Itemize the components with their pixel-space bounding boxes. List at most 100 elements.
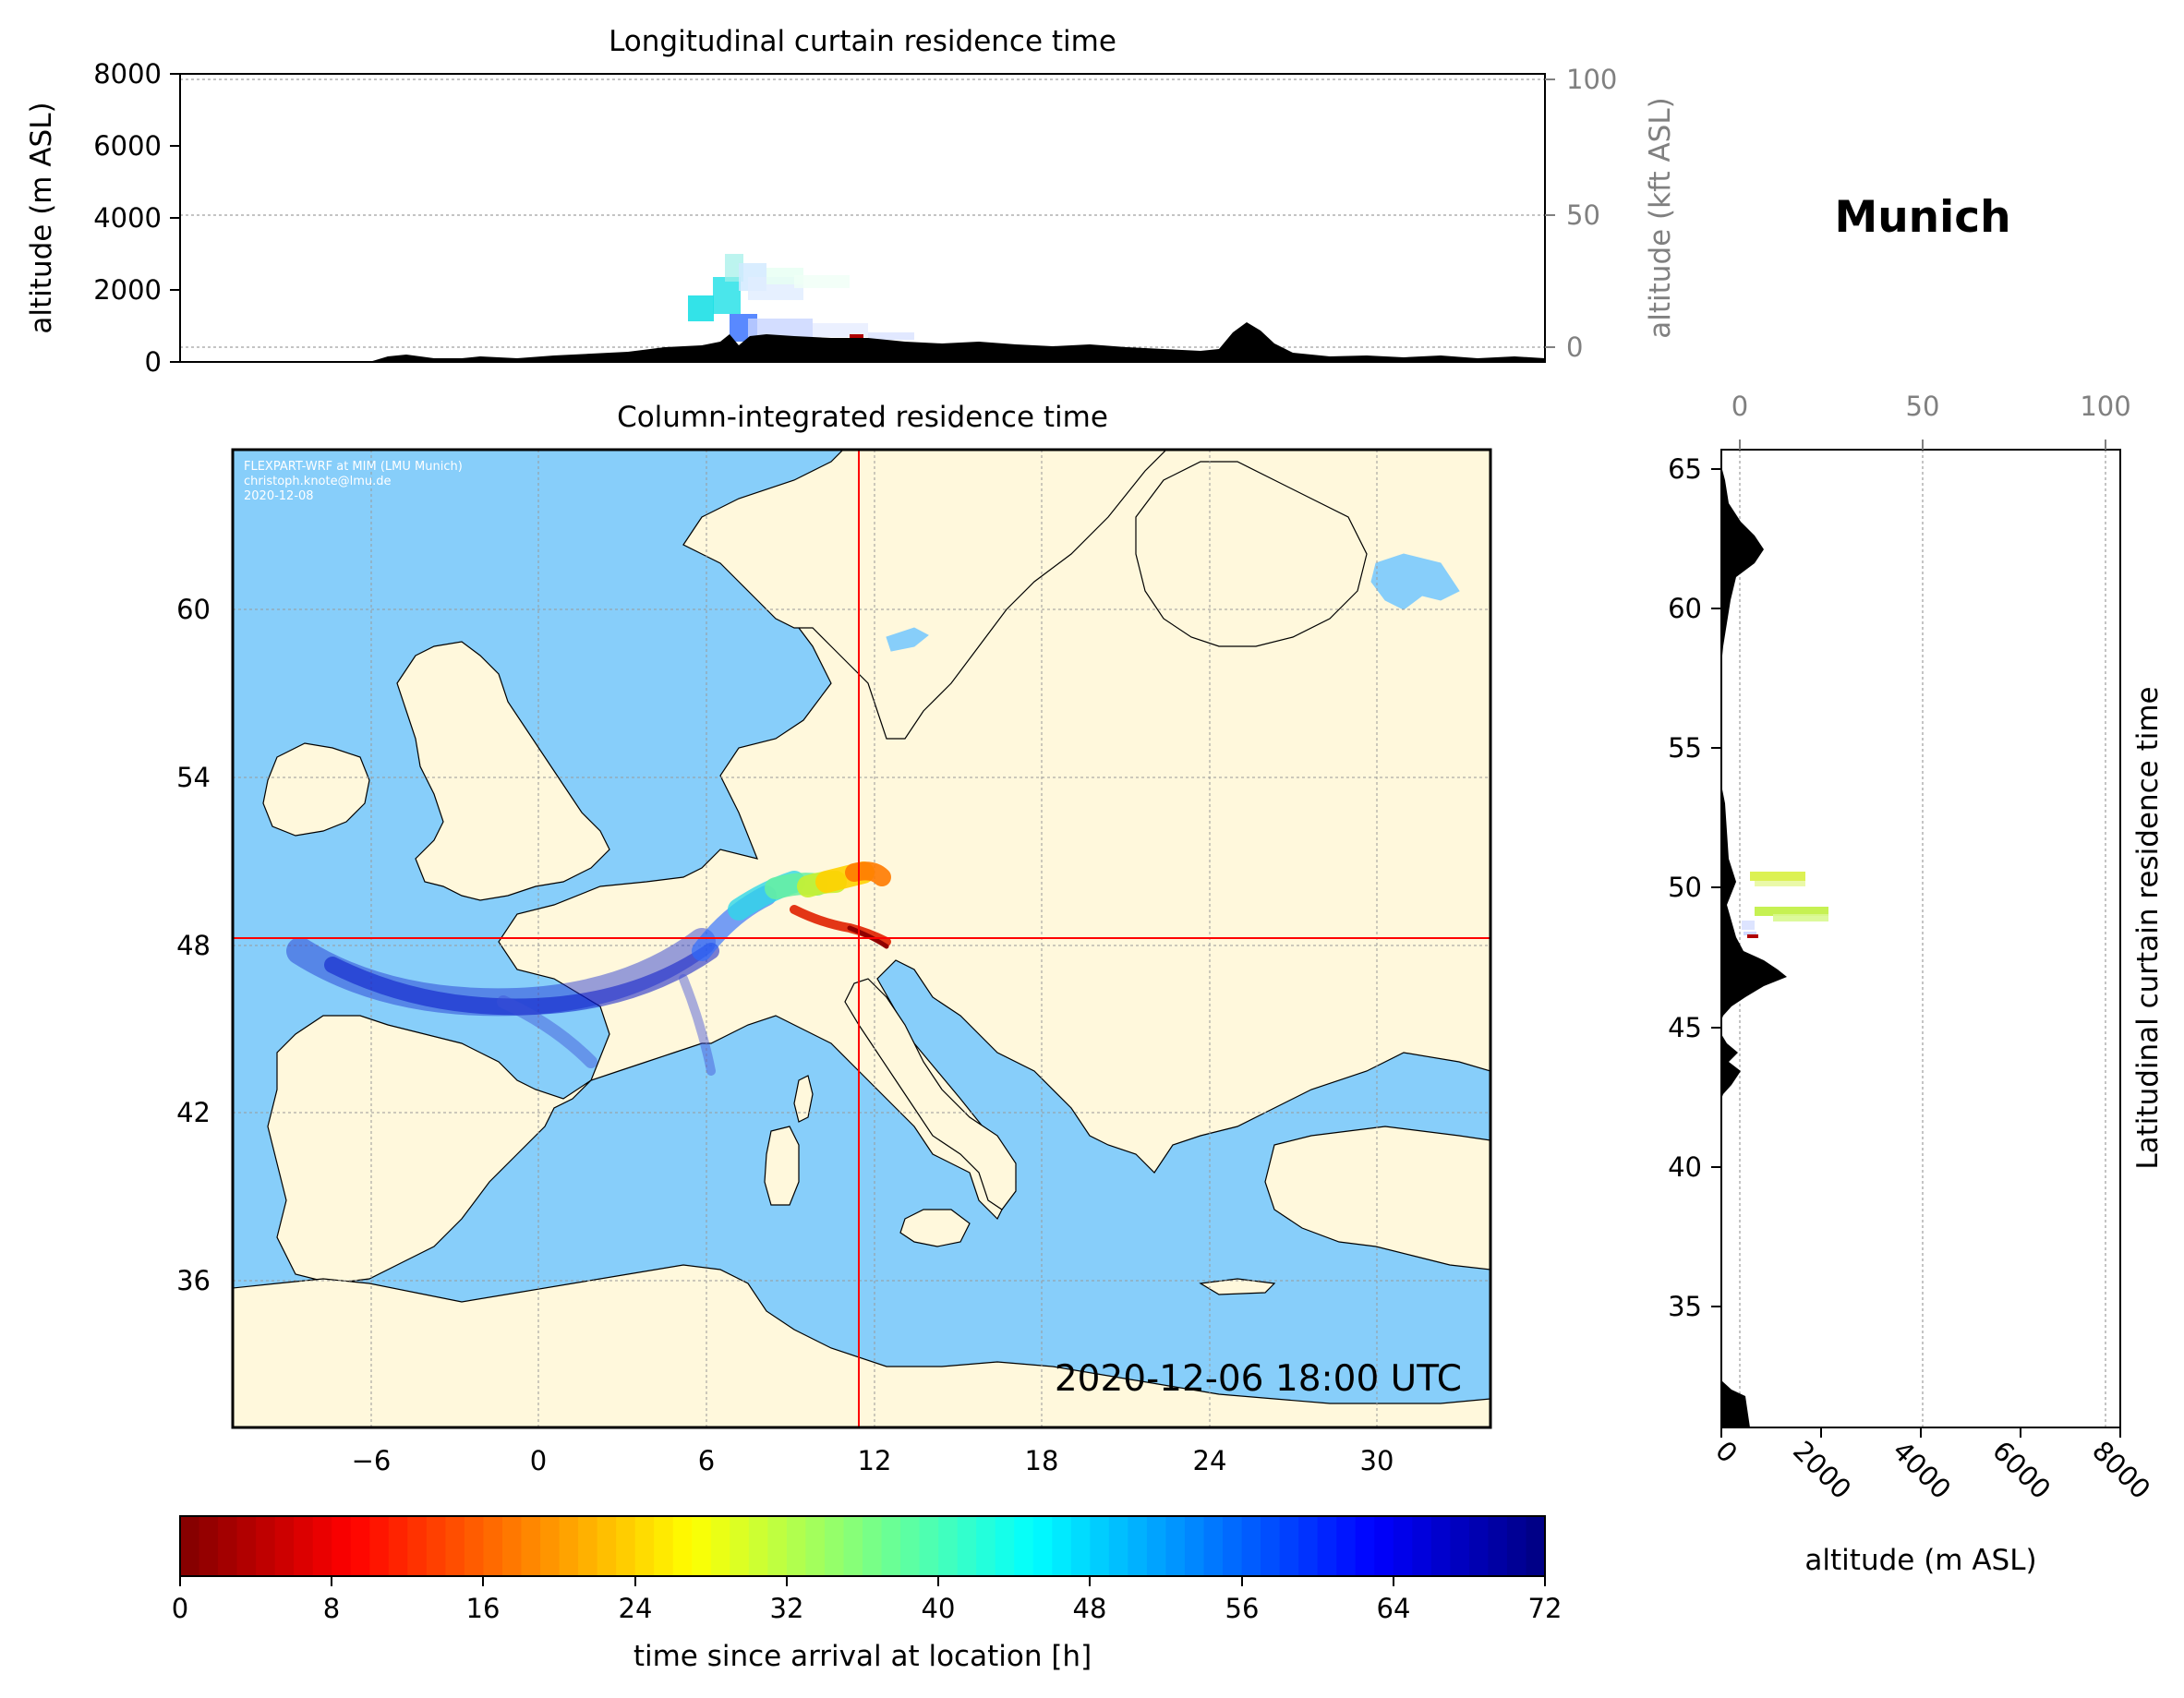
colorbar-segment [1506,1516,1527,1576]
side-yaxis: 35 40 45 50 55 60 65 Latitudinal curtain… [1668,453,2165,1322]
side-xtick-0: 0 [1709,1435,1744,1469]
colorbar-label: time since arrival at location [h] [633,1640,1092,1673]
side-plume [1742,872,1828,938]
colorbar-segment [350,1516,370,1576]
side-ytick-60: 60 [1668,593,1702,624]
colorbar-segment [1052,1516,1072,1576]
colorbar-segment [294,1516,314,1576]
map-panel-title: Column-integrated residence time [617,401,1108,434]
top-right-ytick-50: 50 [1566,199,1600,231]
map-panel: Column-integrated residence time [176,401,1492,1476]
cb-tick-48: 48 [1073,1593,1107,1624]
residence-time-plume [286,861,891,1076]
top-panel-frame [179,73,1546,363]
colorbar-segment [388,1516,408,1576]
colorbar-segment [1412,1516,1432,1576]
colorbar-segment [407,1516,428,1576]
colorbar-segment [1128,1516,1148,1576]
colorbar-segment [1165,1516,1186,1576]
lake-vanern [886,627,929,652]
side-xtick-6000: 6000 [1986,1435,2057,1505]
top-ylabel-right: altitude (kft ASL) [1644,97,1677,338]
map-ytick-48: 48 [176,930,211,961]
cb-tick-56: 56 [1225,1593,1260,1624]
side-top-xtick-50: 50 [1906,391,1940,422]
colorbar-segment [616,1516,636,1576]
cb-tick-72: 72 [1528,1593,1563,1624]
side-xtick-8000: 8000 [2086,1435,2156,1505]
colorbar-segment [1526,1516,1546,1576]
map-frame [231,448,1492,1429]
top-right-ytick-0: 0 [1566,331,1583,363]
map-timestamp: 2020-12-06 18:00 UTC [1055,1358,1462,1400]
colorbar-segment [312,1516,332,1576]
land-sardinia [764,1126,800,1206]
map-ytick-36: 36 [176,1265,211,1296]
colorbar-segment [1090,1516,1110,1576]
colorbar-segment [274,1516,295,1576]
colorbar: 0 8 16 24 32 40 48 56 64 72 time since a… [172,1515,1563,1673]
colorbar-segment [919,1516,939,1576]
top-ytick-8000: 8000 [93,58,162,90]
longitudinal-curtain-panel: Longitudinal curtain residence time [25,25,1677,378]
top-left-yaxis: 0 2000 4000 6000 8000 altitude (m ASL) [25,58,180,378]
colorbar-segment [900,1516,921,1576]
colorbar-segment [521,1516,541,1576]
colorbar-segment [786,1516,807,1576]
colorbar-segment [1317,1516,1337,1576]
cb-tick-16: 16 [466,1593,501,1624]
side-xtick-2000: 2000 [1787,1435,1857,1505]
land-great-britain [396,641,610,901]
map-xtick-m6: −6 [352,1445,392,1476]
colorbar-segment [957,1516,977,1576]
colorbar-segment [692,1516,712,1576]
land-ireland [262,742,370,837]
colorbar-segment [1146,1516,1167,1576]
colorbar-segment [672,1516,693,1576]
side-ytick-35: 35 [1668,1291,1702,1322]
side-top-xtick-100: 100 [2080,391,2130,422]
colorbar-segment [1468,1516,1490,1576]
colorbar-segment [332,1516,352,1576]
colorbar-segment [501,1516,523,1576]
colorbar-segment [1488,1516,1508,1576]
colorbar-segment [369,1516,390,1576]
land-italy [844,978,1017,1210]
cb-tick-64: 64 [1377,1593,1411,1624]
colorbar-segment [1450,1516,1470,1576]
land-scandinavia [682,450,1167,740]
top-ytick-4000: 4000 [93,202,162,234]
colorbar-segment [1279,1516,1299,1576]
latitudinal-curtain-panel: 0 50 100 35 40 45 50 55 60 65 Latitudina… [1668,391,2165,1577]
land-corsica [793,1075,814,1123]
colorbar-segment [995,1516,1015,1576]
colorbar-segment [634,1516,655,1576]
colorbar-segment [218,1516,238,1576]
top-panel-title: Longitudinal curtain residence time [609,25,1116,58]
land-crete [1199,1278,1276,1295]
colorbar-segment [1393,1516,1413,1576]
top-ytick-6000: 6000 [93,130,162,162]
top-terrain [180,322,1545,362]
side-xtick-4000: 4000 [1887,1435,1957,1505]
colorbar-segment [1223,1516,1243,1576]
colorbar-ticks: 0 8 16 24 32 40 48 56 64 72 [172,1576,1563,1624]
land-turkey [1264,1126,1490,1270]
side-top-xtick-0: 0 [1732,391,1748,422]
colorbar-segment [1374,1516,1394,1576]
colorbar-segment [1298,1516,1319,1576]
colorbar-segment [1014,1516,1034,1576]
colorbar-segment [426,1516,446,1576]
top-ytick-0: 0 [145,346,162,378]
cb-tick-8: 8 [323,1593,340,1624]
colorbar-segment [1032,1516,1053,1576]
colorbar-segment [881,1516,901,1576]
colorbar-segment [199,1516,219,1576]
top-ytick-2000: 2000 [93,274,162,306]
map-xtick-6: 6 [698,1445,715,1476]
colorbar-frame [179,1515,1546,1577]
side-panel-frame [1720,449,2121,1428]
colorbar-segment [710,1516,730,1576]
map-yaxis: 36 42 48 54 60 [176,594,211,1296]
